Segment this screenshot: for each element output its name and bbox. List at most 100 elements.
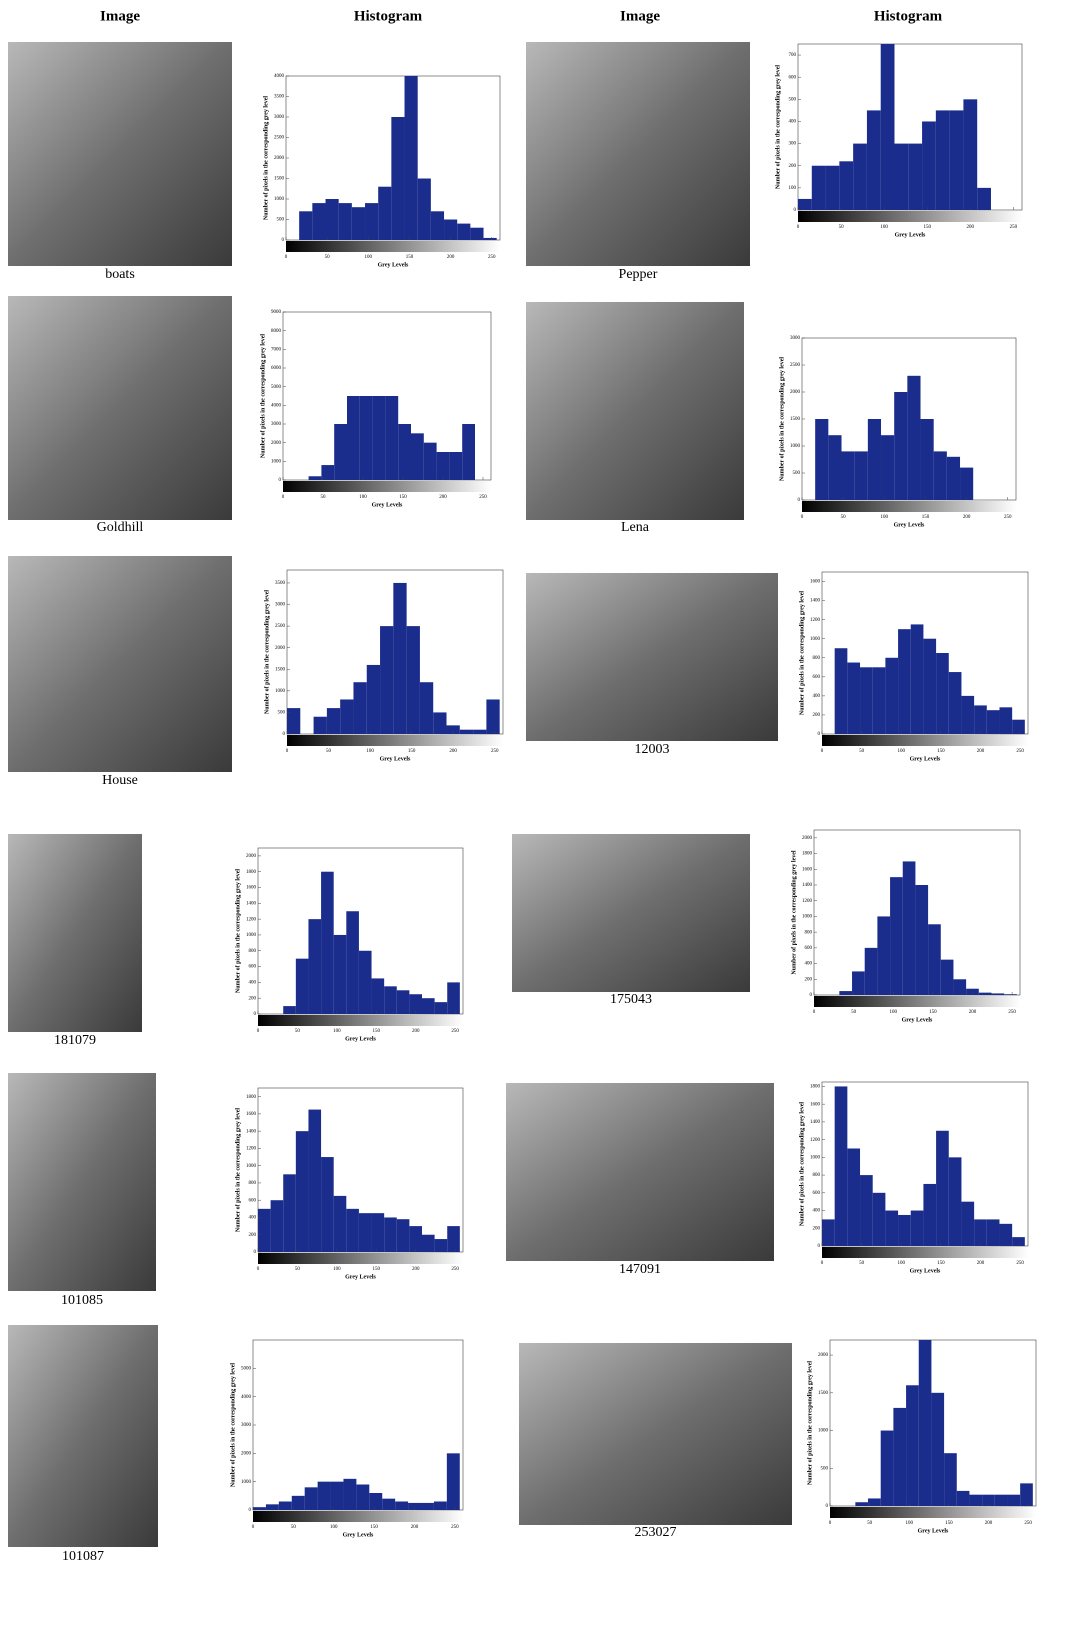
x-tick-label: 100 [333, 1267, 341, 1272]
histogram-bar [974, 1219, 987, 1246]
x-tick-label: 100 [365, 255, 373, 260]
y-tick-label: 800 [805, 930, 813, 935]
y-tick-label: 1800 [802, 852, 813, 857]
y-axis-label: Number of pixels in the corresponding gr… [799, 1102, 805, 1226]
x-tick-label: 100 [333, 1029, 341, 1034]
histogram-bar [447, 1226, 460, 1252]
x-tick-label: 250 [1016, 1261, 1024, 1266]
histogram-bar [986, 1219, 1000, 1246]
plot-frame [252, 1339, 464, 1511]
x-tick-label: 0 [285, 255, 288, 260]
histogram-bar [978, 992, 992, 995]
x-tick-label: 50 [839, 225, 845, 230]
y-axis-label: Number of pixels in the corresponding gr… [260, 334, 266, 458]
grey-scale-bar [286, 241, 500, 252]
histogram-bar [864, 947, 878, 995]
y-tick-label: 3000 [271, 422, 282, 427]
histogram-bar [422, 998, 435, 1014]
x-tick-label: 150 [373, 1267, 381, 1272]
histogram-bar [1020, 1483, 1033, 1506]
histogram-bar [908, 143, 923, 210]
y-tick-label: 200 [813, 1226, 821, 1231]
histogram-bar [935, 110, 950, 210]
y-tick-label: 2000 [275, 646, 286, 651]
y-axis-label: Number of pixels in the corresponding gr… [264, 590, 270, 714]
x-tick-label: 150 [370, 1525, 378, 1530]
x-tick-label: 0 [821, 749, 824, 754]
histogram-bar [906, 1385, 919, 1506]
histogram-bar [366, 664, 381, 734]
y-tick-label: 400 [249, 981, 257, 986]
y-tick-label: 600 [805, 946, 813, 951]
x-tick-label: 200 [449, 749, 457, 754]
x-tick-label: 150 [406, 255, 414, 260]
x-tick-label: 0 [252, 1525, 255, 1530]
y-tick-label: 700 [789, 53, 797, 58]
histogram-bar [880, 1430, 894, 1506]
histogram-bar [486, 699, 500, 734]
histogram-bar [308, 476, 322, 480]
photo [526, 573, 778, 741]
x-axis-label: Grey Levels [345, 1036, 376, 1042]
x-tick-label: 200 [985, 1521, 993, 1526]
x-axis-label: Grey Levels [902, 1017, 933, 1023]
histogram-bar [287, 708, 301, 734]
histogram-bar [346, 911, 359, 1014]
y-tick-label: 2000 [241, 1451, 252, 1456]
image-caption: boats [105, 267, 135, 282]
histogram-bar [430, 211, 445, 240]
y-tick-label: 1200 [810, 1138, 821, 1143]
y-tick-label: 3000 [275, 603, 286, 608]
histogram-bar [963, 99, 978, 210]
histogram-bar [434, 1239, 448, 1252]
y-tick-label: 400 [813, 1209, 821, 1214]
histogram-bar [907, 375, 921, 500]
histogram-bar [433, 712, 447, 734]
photo [8, 1073, 156, 1291]
histogram-bar [343, 1478, 357, 1510]
histogram-bar [408, 1502, 421, 1510]
x-tick-label: 150 [399, 495, 407, 500]
image-caption: 181079 [54, 1033, 96, 1048]
y-tick-label: 1000 [271, 459, 282, 464]
histogram-bar [369, 1493, 383, 1510]
histogram-bar [949, 110, 964, 210]
histogram-bar [915, 885, 929, 995]
histogram-bar [839, 991, 853, 995]
histogram-bar [406, 626, 420, 734]
y-tick-label: 500 [793, 471, 801, 476]
y-tick-label: 4000 [271, 403, 282, 408]
x-tick-label: 50 [295, 1267, 301, 1272]
y-tick-label: 1600 [246, 886, 257, 891]
y-tick-label: 1000 [274, 197, 285, 202]
histogram-bar [470, 227, 484, 240]
x-tick-label: 50 [859, 749, 865, 754]
histogram-bar [436, 452, 450, 480]
x-tick-label: 150 [937, 749, 945, 754]
photo [512, 834, 750, 992]
x-tick-label: 100 [330, 1525, 338, 1530]
histogram-bar [852, 971, 865, 995]
histogram-bar [382, 1498, 396, 1510]
x-tick-label: 50 [291, 1525, 297, 1530]
image-caption: 101085 [61, 1293, 103, 1308]
histogram-bar [936, 653, 949, 734]
x-axis-label: Grey Levels [343, 1532, 374, 1538]
y-tick-label: 4000 [274, 74, 285, 79]
y-tick-label: 600 [249, 965, 257, 970]
histogram-bar [473, 729, 487, 734]
photo [8, 42, 232, 266]
y-tick-label: 600 [249, 1198, 257, 1203]
x-tick-label: 0 [257, 1029, 260, 1034]
x-tick-label: 100 [905, 1521, 913, 1526]
y-tick-label: 0 [826, 1504, 829, 1509]
y-axis-label: Number of pixels in the corresponding gr… [775, 65, 781, 189]
y-tick-label: 8000 [271, 329, 282, 334]
y-tick-label: 1000 [275, 689, 286, 694]
histogram-bar [885, 1210, 899, 1246]
histogram-bar [457, 223, 471, 240]
histogram-bar [283, 1006, 296, 1014]
histogram-bar [880, 44, 895, 210]
x-axis-label: Grey Levels [372, 502, 403, 508]
histogram-bar [872, 1192, 886, 1246]
